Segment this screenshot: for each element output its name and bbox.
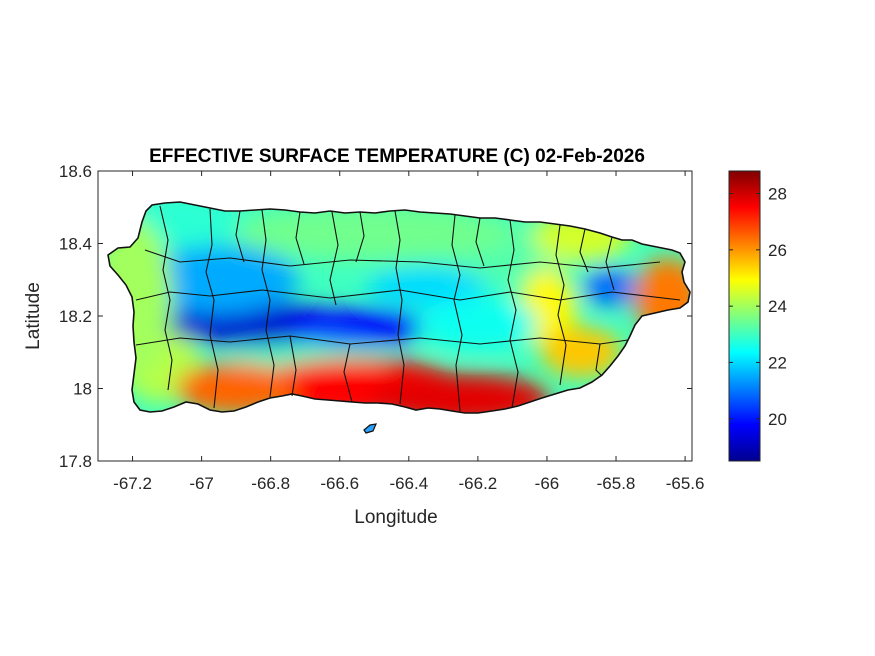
y-tick-label: 18.4 [59, 235, 92, 254]
x-tick-label: -66.4 [389, 474, 428, 493]
municipality-boundary [605, 236, 615, 291]
colorbar-axis: 20 22 24 26 28 [729, 185, 787, 429]
colorbar-tick-label: 22 [768, 353, 787, 372]
municipality-boundary [329, 211, 339, 306]
municipality-boundary [295, 211, 305, 265]
x-axis-label: Longitude [354, 507, 437, 528]
municipality-boundary [135, 289, 681, 301]
municipality-boundary [135, 335, 629, 346]
temperature-region [583, 269, 636, 305]
municipality-boundary [144, 249, 661, 269]
x-axis: -67.2 -67 -66.8 -66.6 -66.4 -66.2 -66 -65.8 -65.… [113, 171, 704, 493]
temperature-region [176, 362, 297, 413]
colorbar [728, 170, 761, 462]
x-tick-label: -65.6 [666, 474, 705, 493]
y-tick-label: 17.8 [59, 452, 92, 471]
island-outline [107, 201, 691, 414]
temperature-region [234, 204, 515, 261]
x-tick-label: -67 [189, 474, 214, 493]
colorbar-tick-label: 24 [768, 297, 787, 316]
municipality-boundary [394, 210, 405, 405]
x-tick-label: -66.8 [251, 474, 290, 493]
x-tick-label: -65.8 [597, 474, 636, 493]
municipality-boundary [451, 214, 463, 412]
y-axis-label: Latitude [23, 282, 44, 350]
colorbar-tick-label: 20 [768, 410, 787, 429]
y-tick-label: 18 [73, 380, 92, 399]
colorbar-tick-label: 26 [768, 241, 787, 260]
x-tick-label: -66.2 [459, 474, 498, 493]
municipality-boundary [507, 219, 519, 409]
temperature-region [287, 308, 428, 345]
x-tick-label: -67.2 [113, 474, 152, 493]
municipality-boundary [343, 343, 353, 403]
municipality-boundary [475, 217, 485, 267]
chart-title: EFFECTIVE SURFACE TEMPERATURE (C) 02-Feb… [149, 146, 645, 167]
colorbar-tick-label: 28 [768, 185, 787, 204]
municipality-boundaries [135, 205, 681, 412]
x-tick-label: -66 [535, 474, 560, 493]
offshore-island [363, 423, 377, 434]
municipality-boundary [595, 343, 603, 377]
y-tick-label: 18.6 [59, 162, 92, 181]
municipality-boundary [355, 211, 365, 263]
temperature-region [417, 297, 538, 350]
municipality-boundary [289, 335, 297, 397]
temperature-patch [366, 267, 487, 307]
temperature-region [138, 245, 299, 314]
y-tick-label: 18.2 [59, 307, 92, 326]
municipality-boundary [261, 209, 275, 398]
y-axis: 17.8 18 18.2 18.4 18.6 [59, 162, 692, 471]
municipality-boundary [579, 228, 589, 273]
temperature-patch [541, 327, 622, 378]
temperature-field [107, 201, 691, 434]
municipality-boundary [159, 205, 173, 391]
municipality-boundary [205, 208, 219, 409]
x-tick-label: -66.6 [320, 474, 359, 493]
temperature-region [370, 373, 551, 413]
municipality-boundary [235, 210, 245, 263]
